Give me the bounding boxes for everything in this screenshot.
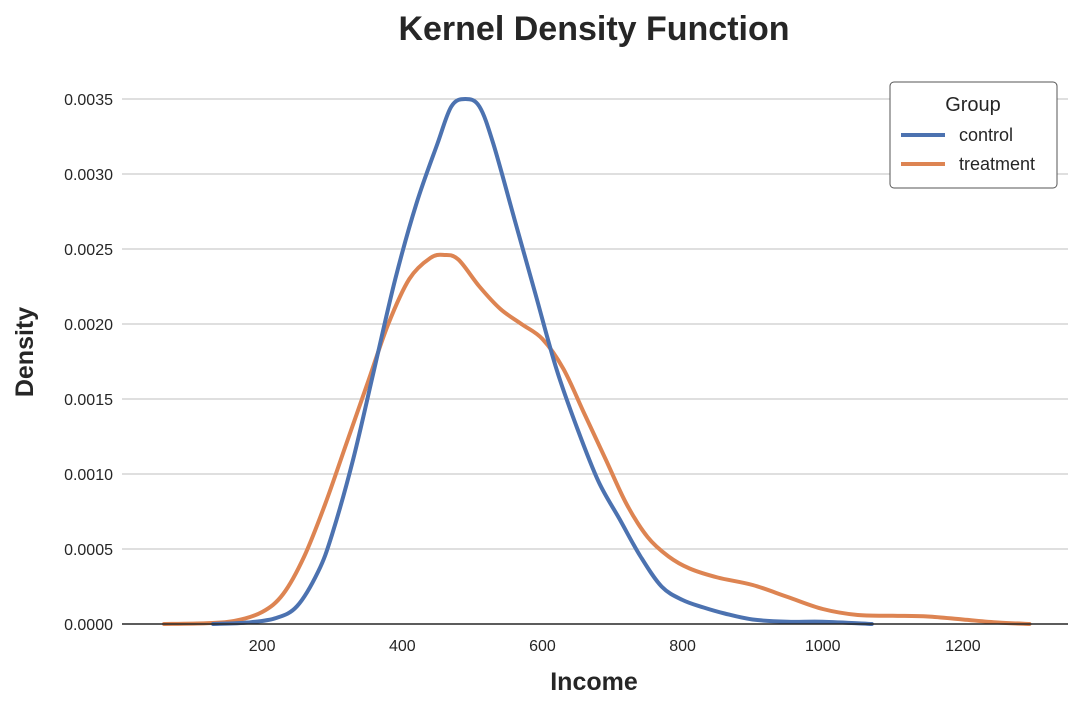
x-tick-label: 400 <box>389 638 416 655</box>
y-tick-label: 0.0000 <box>64 617 113 634</box>
y-tick-label: 0.0010 <box>64 467 113 484</box>
x-tick-labels: 200 400 600 800 1000 1200 <box>249 638 981 655</box>
legend-box <box>889 81 1058 189</box>
series-lines <box>162 97 1032 626</box>
y-tick-label: 0.0030 <box>64 167 113 184</box>
x-tick-label: 1200 <box>945 638 981 655</box>
y-tick-label: 0.0005 <box>64 542 113 559</box>
x-tick-label: 800 <box>669 638 696 655</box>
legend: Group control treatment <box>889 81 1058 189</box>
y-tick-label: 0.0025 <box>64 242 113 259</box>
x-axis-label: Income <box>550 668 638 696</box>
series-line-control <box>211 97 874 626</box>
legend-label-treatment: treatment <box>959 154 1035 174</box>
chart-title: Kernel Density Function <box>398 10 789 48</box>
x-tick-label: 600 <box>529 638 556 655</box>
y-tick-label: 0.0020 <box>64 317 113 334</box>
legend-label-control: control <box>959 125 1013 145</box>
y-tick-labels: 0.0000 0.0005 0.0010 0.0015 0.0020 0.0025 0.00… <box>64 92 113 634</box>
legend-title: Group <box>945 94 1001 116</box>
series-line-treatment <box>162 252 1032 626</box>
x-tick-label: 1000 <box>805 638 841 655</box>
y-axis-label: Density <box>11 307 39 397</box>
x-tick-label: 200 <box>249 638 276 655</box>
y-tick-label: 0.0035 <box>64 92 113 109</box>
y-tick-label: 0.0015 <box>64 392 113 409</box>
grid-lines <box>122 98 1068 550</box>
